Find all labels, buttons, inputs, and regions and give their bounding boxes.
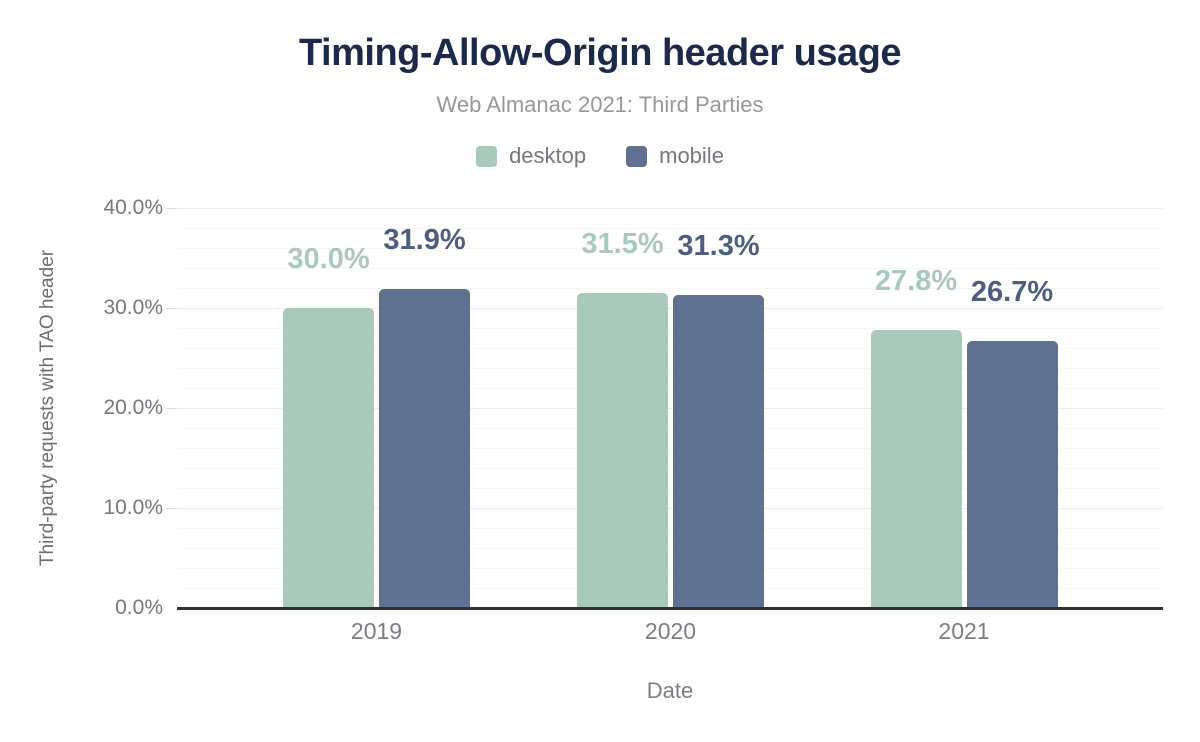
major-gridline	[177, 308, 1163, 309]
minor-gridline	[177, 588, 1163, 589]
bar-value-label-desktop-2021: 27.8%	[874, 265, 958, 297]
minor-gridline	[177, 328, 1163, 329]
minor-gridline	[177, 568, 1163, 569]
minor-gridline	[177, 388, 1163, 389]
y-tick-label: 30.0%	[103, 296, 163, 319]
x-axis-line	[177, 607, 1163, 610]
legend: desktop mobile	[0, 143, 1200, 169]
y-tick-label: 20.0%	[103, 396, 163, 419]
y-tick-mark	[166, 308, 177, 309]
y-tick-mark	[166, 208, 177, 209]
bar-mobile-2019	[379, 289, 470, 608]
minor-gridline	[177, 268, 1163, 269]
bar-value-label-desktop-2020: 31.5%	[581, 228, 664, 260]
bar-desktop-2020	[577, 293, 668, 608]
legend-label: desktop	[509, 143, 587, 168]
x-tick-label-2020: 2020	[644, 618, 697, 644]
x-tick-label-2019: 2019	[350, 618, 403, 644]
y-tick-mark	[166, 408, 177, 409]
minor-gridline	[177, 548, 1163, 549]
y-axis-title: Third-party requests with TAO header	[37, 249, 58, 567]
minor-gridline	[177, 248, 1163, 249]
x-tick-label-2021: 2021	[938, 618, 990, 644]
y-tick-label: 40.0%	[103, 196, 163, 219]
minor-gridline	[177, 288, 1163, 289]
legend-swatch-mobile	[626, 145, 648, 167]
minor-gridline	[177, 448, 1163, 449]
legend-item-mobile: mobile	[626, 143, 724, 169]
bar-value-label-mobile-2020: 31.3%	[677, 230, 760, 262]
minor-gridline	[177, 228, 1163, 229]
minor-gridline	[177, 348, 1163, 349]
bar-value-label-desktop-2019: 30.0%	[287, 243, 370, 275]
minor-gridline	[177, 528, 1163, 529]
minor-gridline	[177, 468, 1163, 469]
major-gridline	[177, 408, 1163, 409]
plot-area: 30.0% 31.9% 31.5% 31.3% 27.8% 26.7%	[177, 208, 1163, 610]
bar-desktop-2021	[870, 330, 962, 608]
minor-gridline	[177, 488, 1163, 489]
minor-gridline	[177, 428, 1163, 429]
legend-item-desktop: desktop	[476, 143, 586, 169]
bar-desktop-2019	[283, 308, 374, 608]
bar-value-label-mobile-2021: 26.7%	[970, 276, 1054, 308]
y-tick-mark	[166, 508, 177, 509]
y-tick-label: 0.0%	[115, 596, 163, 619]
legend-swatch-desktop	[476, 145, 498, 167]
bar-value-label-mobile-2019: 31.9%	[383, 224, 466, 256]
major-gridline	[177, 208, 1163, 209]
chart-title: Timing-Allow-Origin header usage	[299, 32, 901, 74]
chart-subtitle: Web Almanac 2021: Third Parties	[436, 92, 764, 117]
bar-mobile-2021	[966, 341, 1058, 608]
y-tick-label: 10.0%	[103, 496, 163, 519]
legend-label: mobile	[659, 143, 724, 168]
x-axis-title: Date	[646, 678, 694, 703]
major-gridline	[177, 508, 1163, 509]
bar-mobile-2020	[673, 295, 764, 608]
minor-gridline	[177, 368, 1163, 369]
